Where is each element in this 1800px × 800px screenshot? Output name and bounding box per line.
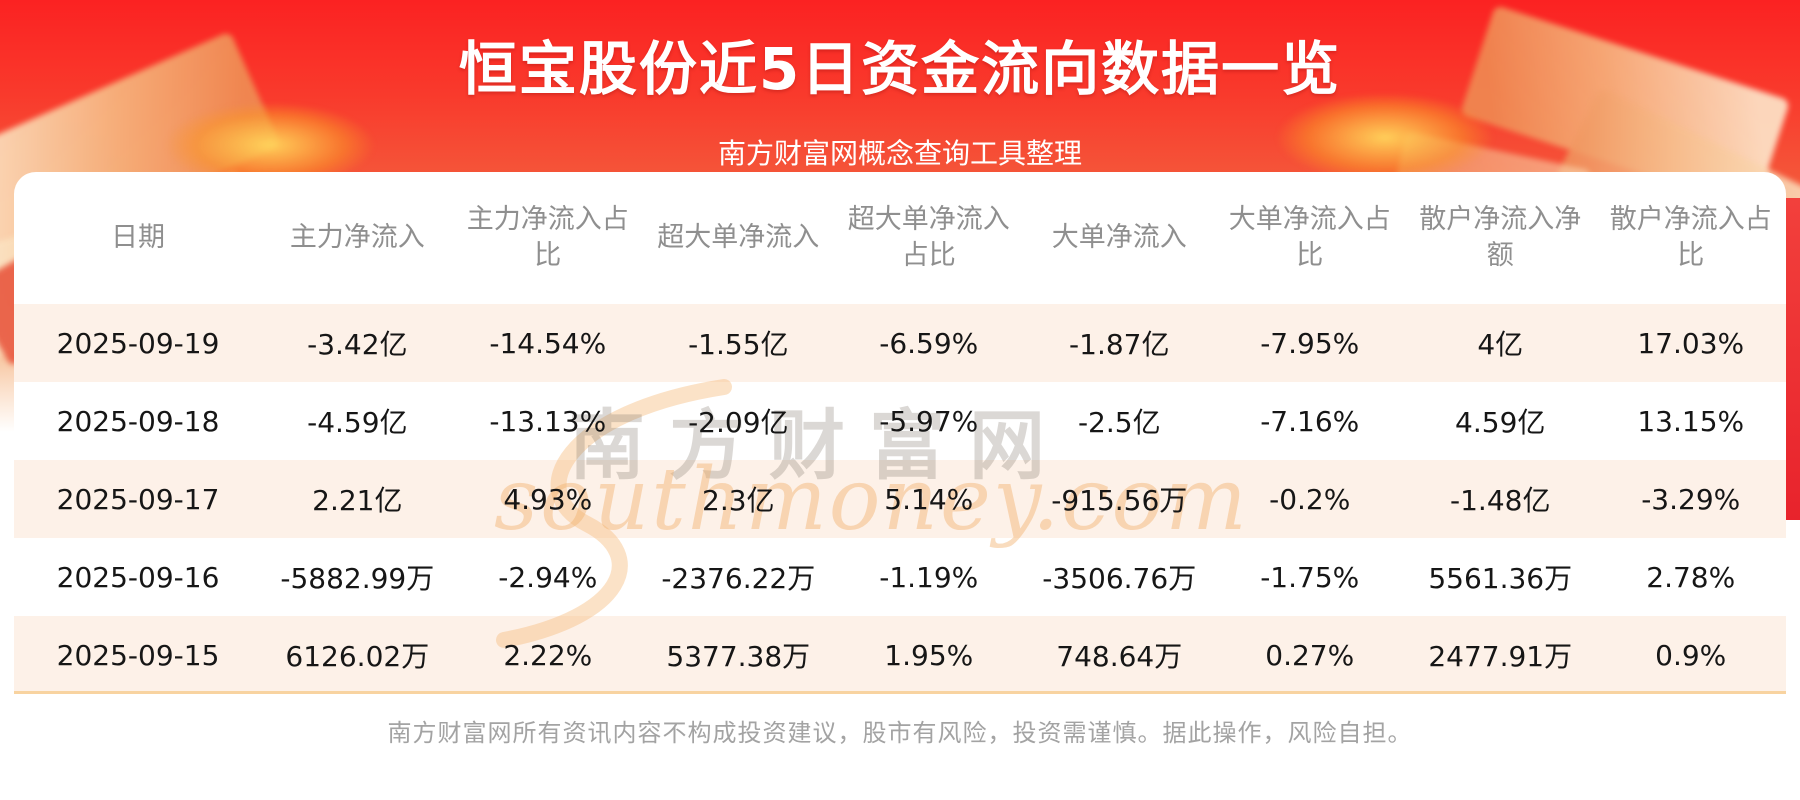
table-cell: 4亿 <box>1477 328 1524 361</box>
table-cell: -1.87亿 <box>1069 328 1170 361</box>
table-cell: 2.22% <box>503 638 593 672</box>
table-cell: -3.42亿 <box>307 328 408 361</box>
table-header-row: 日期 主力净流入 主力净流入占比 超大单净流入 超大单净流入占比 大单净流入 大… <box>14 172 1786 304</box>
table-cell: -1.48亿 <box>1450 484 1551 517</box>
column-header-main-net-inflow-pct: 主力净流入占比 <box>466 203 629 271</box>
fund-flow-table: 日期 主力净流入 主力净流入占比 超大单净流入 超大单净流入占比 大单净流入 大… <box>14 172 1786 694</box>
table-cell: 1.95% <box>884 638 974 672</box>
table-cell: 6126.02万 <box>285 640 430 673</box>
column-header-xl-order-net-inflow-pct: 超大单净流入占比 <box>847 203 1010 271</box>
table-cell: 13.15% <box>1637 404 1745 438</box>
table-cell: -2.09亿 <box>688 406 789 439</box>
column-header-retail-net-inflow: 散户净流入净额 <box>1419 203 1582 271</box>
table-cell: 0.9% <box>1655 638 1727 672</box>
table-cell: 2.3亿 <box>702 484 775 517</box>
table-cell: -0.2% <box>1269 482 1351 516</box>
table-row: 2025-09-19 -3.42亿 -14.54% -1.55亿 -6.59% … <box>14 304 1786 382</box>
table-cell: 2025-09-18 <box>56 404 220 438</box>
table-cell: 2.21亿 <box>312 484 403 517</box>
table-cell: -2.94% <box>498 560 598 594</box>
table-cell: -13.13% <box>489 404 607 438</box>
table-cell: -2376.22万 <box>661 562 816 595</box>
column-header-main-net-inflow: 主力净流入 <box>289 221 425 253</box>
column-header-retail-net-inflow-pct: 散户净流入占比 <box>1609 203 1772 271</box>
table-cell: 2025-09-19 <box>56 326 220 360</box>
table-cell: 4.59亿 <box>1455 406 1546 439</box>
table-cell: -1.75% <box>1260 560 1360 594</box>
table-cell: -7.16% <box>1260 404 1360 438</box>
table-cell: -4.59亿 <box>307 406 408 439</box>
table-cell: 2477.91万 <box>1428 640 1573 673</box>
table-cell: -1.55亿 <box>688 328 789 361</box>
table-cell: 2.78% <box>1646 560 1736 594</box>
table-cell: 2025-09-17 <box>56 482 220 516</box>
table-cell: -3506.76万 <box>1042 562 1197 595</box>
table-cell: -3.29% <box>1641 482 1741 516</box>
table-cell: -1.19% <box>879 560 979 594</box>
table-cell: 5377.38万 <box>666 640 811 673</box>
table-cell: -915.56万 <box>1051 484 1188 517</box>
page-title: 恒宝股份近5日资金流向数据一览 <box>458 35 1342 103</box>
column-header-xl-order-net-inflow: 超大单净流入 <box>657 221 820 253</box>
column-header-large-order-net-inflow: 大单净流入 <box>1051 221 1187 253</box>
table-row: 2025-09-17 2.21亿 4.93% 2.3亿 5.14% -915.5… <box>14 460 1786 538</box>
banner-text: 恒宝股份近5日资金流向数据一览 南方财富网概念查询工具整理 <box>0 0 1800 172</box>
table-row: 2025-09-16 -5882.99万 -2.94% -2376.22万 -1… <box>14 538 1786 616</box>
data-card: 南方财富网 southmoney.com 日期 主力净流入 主力净流入占比 超大… <box>14 172 1786 694</box>
table-cell: -7.95% <box>1260 326 1360 360</box>
table-cell: -6.59% <box>879 326 979 360</box>
table-cell: 2025-09-16 <box>56 560 220 594</box>
table-cell: -2.5亿 <box>1077 406 1161 439</box>
table-cell: 5.14% <box>884 482 974 516</box>
table-row: 2025-09-18 -4.59亿 -13.13% -2.09亿 -5.97% … <box>14 382 1786 460</box>
table-cell: -5882.99万 <box>280 562 435 595</box>
page-subtitle: 南方财富网概念查询工具整理 <box>717 137 1082 170</box>
table-cell: -5.97% <box>879 404 979 438</box>
column-header-date: 日期 <box>111 221 166 253</box>
table-cell: 17.03% <box>1637 326 1745 360</box>
table-cell: 2025-09-15 <box>56 638 220 672</box>
table-row: 2025-09-15 6126.02万 2.22% 5377.38万 1.95%… <box>14 616 1786 694</box>
table-cell: 0.27% <box>1265 638 1355 672</box>
column-header-large-order-net-inflow-pct: 大单净流入占比 <box>1228 203 1391 271</box>
table-cell: 748.64万 <box>1056 640 1183 673</box>
table-cell: 4.93% <box>503 482 593 516</box>
footer: 南方财富网所有资讯内容不构成投资建议，股市有风险，投资需谨慎。据此操作，风险自担… <box>0 697 1800 748</box>
table-cell: 5561.36万 <box>1428 562 1573 595</box>
table-cell: -14.54% <box>489 326 607 360</box>
disclaimer-text: 南方财富网所有资讯内容不构成投资建议，股市有风险，投资需谨慎。据此操作，风险自担… <box>387 719 1413 747</box>
